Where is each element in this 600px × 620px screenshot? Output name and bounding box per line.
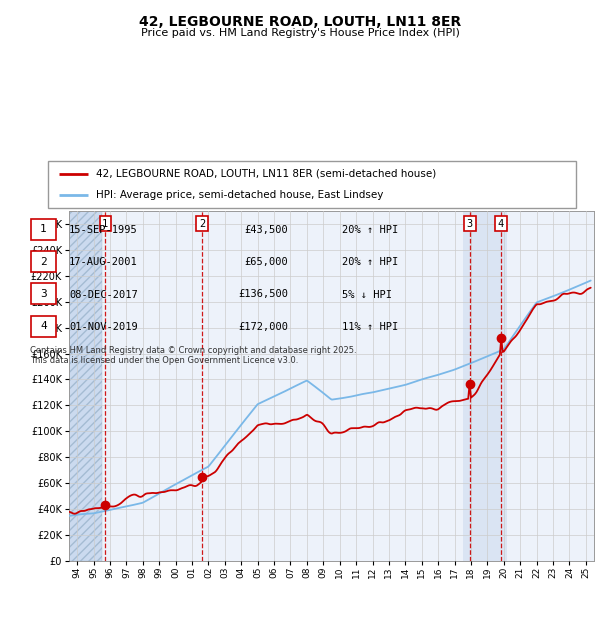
Text: 15-SEP-1995: 15-SEP-1995 (69, 225, 138, 235)
Text: Contains HM Land Registry data © Crown copyright and database right 2025.
This d: Contains HM Land Registry data © Crown c… (30, 346, 356, 365)
Text: 1: 1 (40, 224, 47, 234)
Text: 2: 2 (199, 219, 205, 229)
Text: £172,000: £172,000 (238, 322, 288, 332)
Text: 42, LEGBOURNE ROAD, LOUTH, LN11 8ER: 42, LEGBOURNE ROAD, LOUTH, LN11 8ER (139, 16, 461, 30)
Text: 01-NOV-2019: 01-NOV-2019 (69, 322, 138, 332)
Bar (463, 211, 507, 561)
Text: 4: 4 (40, 321, 47, 331)
Text: 08-DEC-2017: 08-DEC-2017 (69, 290, 138, 299)
Text: 20% ↑ HPI: 20% ↑ HPI (342, 257, 398, 267)
Text: 11% ↑ HPI: 11% ↑ HPI (342, 322, 398, 332)
Text: HPI: Average price, semi-detached house, East Lindsey: HPI: Average price, semi-detached house,… (95, 190, 383, 200)
Text: 5% ↓ HPI: 5% ↓ HPI (342, 290, 392, 299)
Text: £136,500: £136,500 (238, 290, 288, 299)
Text: 1: 1 (102, 219, 109, 229)
Bar (69, 211, 102, 561)
Text: £43,500: £43,500 (244, 225, 288, 235)
Text: £65,000: £65,000 (244, 257, 288, 267)
Text: 20% ↑ HPI: 20% ↑ HPI (342, 225, 398, 235)
Text: Price paid vs. HM Land Registry's House Price Index (HPI): Price paid vs. HM Land Registry's House … (140, 28, 460, 38)
Text: 3: 3 (40, 289, 47, 299)
Text: 17-AUG-2001: 17-AUG-2001 (69, 257, 138, 267)
Text: 4: 4 (498, 219, 504, 229)
Text: 42, LEGBOURNE ROAD, LOUTH, LN11 8ER (semi-detached house): 42, LEGBOURNE ROAD, LOUTH, LN11 8ER (sem… (95, 169, 436, 179)
Text: 2: 2 (40, 257, 47, 267)
Text: 3: 3 (467, 219, 473, 229)
